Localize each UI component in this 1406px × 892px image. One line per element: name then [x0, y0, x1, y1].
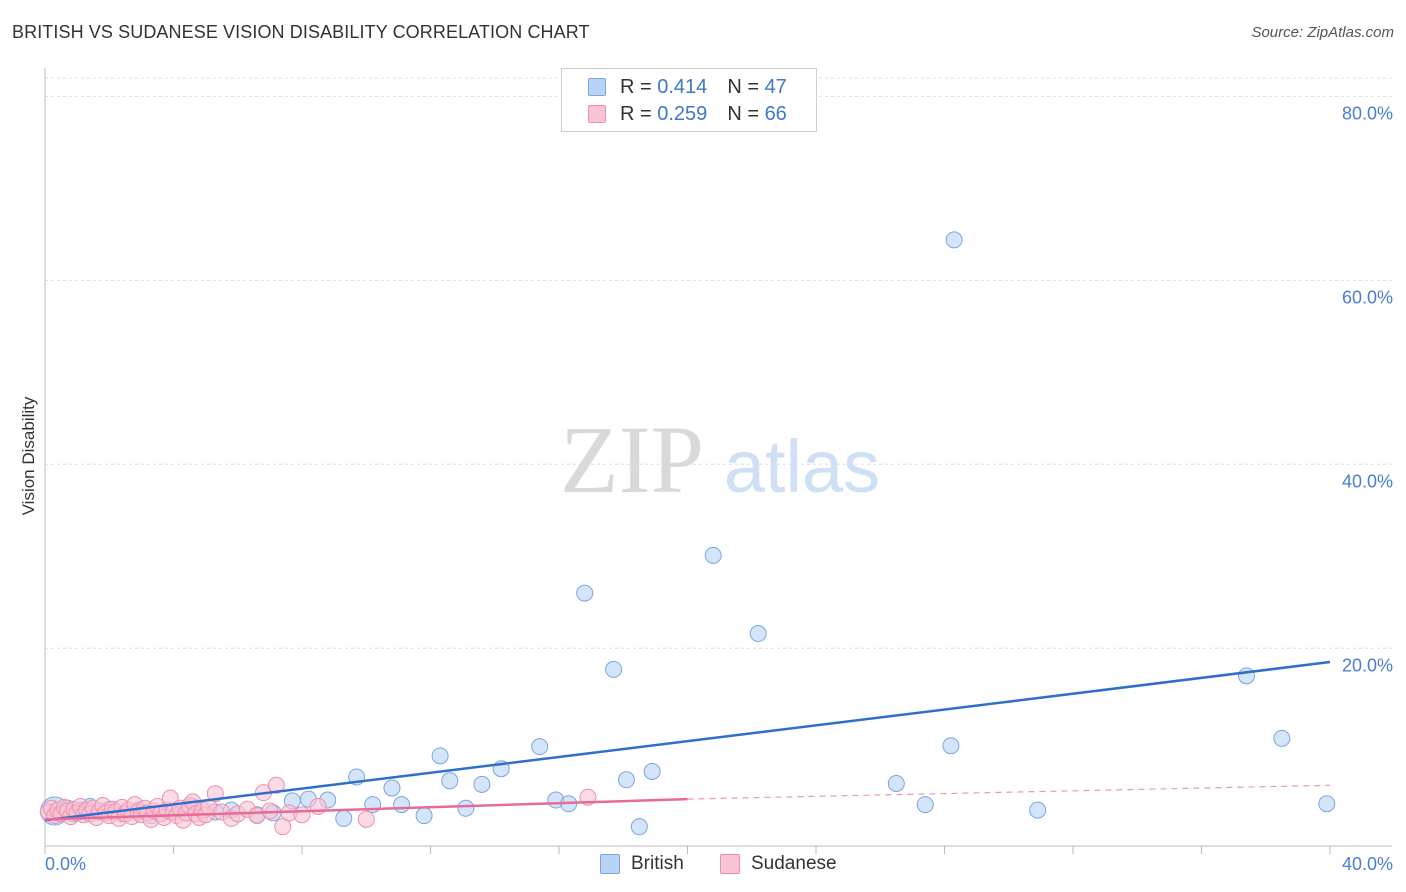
british-point	[643, 762, 661, 780]
british-point	[473, 775, 491, 793]
bottom-legend-swatch-british	[600, 854, 620, 874]
x-tick-label: 0.0%	[45, 854, 86, 874]
bottom-legend-sudanese[interactable]: Sudanese	[720, 852, 837, 876]
british-point	[1273, 729, 1291, 747]
legend-n-value-sudanese: 66	[764, 102, 787, 125]
legend-swatch-sudanese	[588, 105, 606, 123]
sudanese-trend-extension	[687, 784, 1331, 800]
grid-layer	[45, 77, 1392, 649]
legend-r-value-sudanese: 0.259	[657, 102, 708, 125]
watermark-atlas: atlas	[724, 425, 880, 508]
british-point	[383, 779, 401, 797]
british-point	[1029, 801, 1047, 819]
british-point	[916, 796, 934, 814]
british-point	[617, 771, 635, 789]
british-point	[749, 625, 767, 643]
sudanese-point	[267, 776, 285, 794]
legend-n-label: N =	[727, 75, 759, 98]
sudanese-point	[293, 806, 311, 824]
british-point	[1237, 667, 1255, 685]
bottom-legend-british[interactable]: British	[600, 852, 684, 876]
legend-r-label: R =	[620, 102, 652, 125]
british-point	[887, 774, 905, 792]
legend-row-british: R = 0.414 N = 47	[588, 75, 787, 99]
british-point	[945, 231, 963, 249]
british-point	[704, 546, 722, 564]
legend-r-value-british: 0.414	[657, 75, 708, 98]
british-point	[393, 796, 411, 814]
sudanese-point	[357, 810, 375, 828]
british-point	[576, 584, 594, 602]
x-tick-label: 40.0%	[1342, 854, 1393, 874]
british-point	[531, 738, 549, 756]
y-tick-label: 20.0%	[1342, 655, 1393, 675]
watermark-zip: ZIP	[560, 406, 704, 513]
trend-layer	[44, 660, 1331, 822]
british-point	[457, 799, 475, 817]
correlation-legend: R = 0.414 N = 47 R = 0.259 N = 66	[561, 68, 817, 132]
sudanese-point	[274, 818, 292, 836]
british-point	[942, 737, 960, 755]
bottom-legend-swatch-sudanese	[720, 854, 740, 874]
british-point	[630, 818, 648, 836]
legend-n-value-british: 47	[764, 75, 787, 98]
british-point	[441, 772, 459, 790]
y-tick-label: 80.0%	[1342, 103, 1393, 123]
british-point	[1318, 795, 1336, 813]
axis-layer	[44, 68, 1392, 854]
bottom-legend-label-sudanese: Sudanese	[751, 853, 837, 874]
british-point	[431, 747, 449, 765]
points-layer	[39, 231, 1336, 836]
british-trend-line	[44, 660, 1331, 822]
y-tick-label: 40.0%	[1342, 471, 1393, 491]
british-point	[415, 807, 433, 825]
legend-r-label: R =	[620, 75, 652, 98]
y-tick-label: 60.0%	[1342, 287, 1393, 307]
legend-row-sudanese: R = 0.259 N = 66	[588, 102, 787, 126]
chart-source: Source: ZipAtlas.com	[1251, 24, 1394, 41]
chart-title: BRITISH VS SUDANESE VISION DISABILITY CO…	[12, 22, 590, 42]
legend-swatch-british	[588, 78, 606, 96]
sudanese-trend-line	[44, 797, 688, 821]
y-axis-label: Vision Disability	[19, 396, 38, 515]
legend-n-label: N =	[727, 102, 759, 125]
bottom-legend-label-british: British	[631, 853, 684, 874]
tick-label-layer: 20.0% 40.0% 60.0% 80.0% 0.0% 40.0%	[45, 103, 1393, 874]
british-point	[335, 809, 353, 827]
british-point	[605, 660, 623, 678]
